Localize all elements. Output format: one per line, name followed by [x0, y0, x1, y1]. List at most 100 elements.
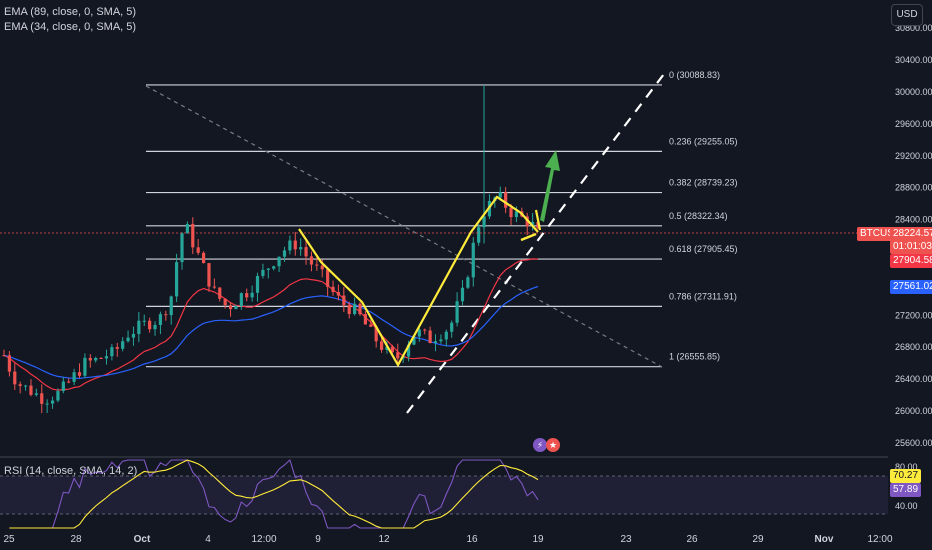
rsi-ma-value-badge: 70.27	[890, 469, 922, 483]
candle-body	[223, 298, 227, 306]
candle-body	[531, 221, 535, 227]
candle-body	[83, 357, 87, 376]
candle-body	[261, 269, 265, 276]
fib-level-label: 1 (26555.85)	[669, 352, 720, 362]
price-tick-label: 26400.00	[895, 374, 932, 384]
fib-level-label: 0.786 (27311.91)	[669, 291, 737, 301]
candle-body	[13, 371, 17, 385]
candle-body	[23, 385, 28, 387]
candle-body	[234, 306, 238, 310]
candle-body	[218, 287, 222, 299]
ema34-line	[3, 258, 539, 391]
price-tick-label: 26800.00	[895, 342, 932, 352]
ema34-value-badge: 27904.58	[890, 254, 932, 268]
price-tick-label: 26000.00	[895, 406, 932, 416]
time-tick-label: 12:00	[251, 534, 276, 545]
ema89-legend[interactable]: EMA (89, close, 0, SMA, 5)	[4, 6, 137, 18]
rsi-ma-line	[9, 459, 539, 529]
candle-body	[239, 293, 243, 307]
candle-body	[56, 391, 60, 401]
candle-body	[121, 341, 125, 349]
candle-body	[2, 355, 6, 357]
candle-body	[7, 355, 11, 372]
candle-body	[94, 358, 98, 361]
candle-body	[460, 287, 465, 302]
candle-body	[412, 336, 416, 345]
candle-body	[18, 384, 22, 386]
fibonacci-retracement[interactable]: 0 (30088.83) 0.236 (29255.05) 0.382 (28739…	[146, 70, 738, 368]
candle-body	[353, 303, 357, 315]
candle-body	[428, 330, 432, 344]
candle-body	[514, 211, 519, 218]
candle-body	[137, 320, 141, 334]
time-tick-label: Nov	[815, 534, 834, 545]
candle-body	[40, 393, 44, 404]
candle-body	[50, 400, 55, 404]
time-axis[interactable]: 25 28 Oct 4 12:00 9 12 16 19 23 26 29 Nov 12:00	[3, 534, 893, 545]
time-tick-label: 12	[378, 534, 390, 545]
candle-body	[131, 333, 136, 338]
currency-button[interactable]: USD	[891, 4, 923, 26]
candle-body	[315, 264, 319, 266]
zigzag-pattern[interactable]	[298, 195, 539, 368]
candle-body	[61, 381, 65, 392]
candle-body	[169, 296, 173, 316]
candlesticks	[2, 84, 540, 414]
candle-body	[250, 292, 254, 298]
candle-body	[385, 346, 389, 350]
candle-body	[153, 324, 157, 330]
candle-body	[331, 286, 335, 292]
rsi-band	[0, 476, 888, 514]
candle-body	[471, 242, 475, 278]
candle-body	[379, 341, 384, 350]
candle-body	[180, 233, 184, 263]
candle-body	[266, 268, 270, 270]
ema34-legend[interactable]: EMA (34, close, 0, SMA, 5)	[4, 21, 137, 33]
fib-level-label: 0 (30088.83)	[669, 70, 720, 80]
trend-lines[interactable]	[145, 69, 668, 414]
time-tick-label: 19	[532, 534, 544, 545]
pattern-tick[interactable]	[534, 209, 542, 231]
us-flag-icon[interactable]: ★	[546, 438, 560, 452]
price-tick-label: 29600.00	[895, 119, 932, 129]
candle-body	[29, 385, 33, 395]
candle-body	[191, 223, 195, 248]
candle-body	[304, 247, 308, 257]
candle-body	[282, 250, 287, 257]
lightning-icon[interactable]: ⚡	[533, 438, 547, 452]
candle-body	[158, 314, 163, 325]
candle-body	[358, 303, 362, 315]
candle-body	[88, 357, 92, 361]
price-tick-label: 30000.00	[895, 87, 932, 97]
candle-body	[342, 295, 346, 306]
candle-body	[433, 341, 438, 344]
candle-body	[336, 291, 341, 296]
candle-body	[228, 305, 233, 310]
candle-body	[299, 247, 303, 250]
ema89-value-badge: 27561.02	[890, 280, 932, 294]
candle-body	[466, 277, 470, 288]
rsi-tick-label: 40.00	[895, 501, 918, 511]
candle-body	[272, 266, 276, 269]
price-pattern-drawing[interactable]	[298, 150, 560, 368]
price-tick-label: 28800.00	[895, 183, 932, 193]
candle-body	[142, 320, 146, 322]
candle-body	[477, 227, 481, 243]
pattern-tail[interactable]	[520, 232, 537, 242]
up-arrow-icon[interactable]	[540, 150, 560, 222]
candle-body	[110, 347, 114, 357]
rsi-pane[interactable]: 80.00 40.00	[0, 459, 918, 529]
candle-body	[72, 372, 76, 382]
rsi-value-badge: 57.89	[890, 483, 922, 497]
candle-body	[77, 372, 82, 376]
candle-body	[444, 331, 448, 340]
price-tick-label: 29200.00	[895, 151, 932, 161]
descending-trendline[interactable]	[145, 85, 663, 368]
time-tick-label: 23	[620, 534, 632, 545]
candle-body	[115, 347, 119, 349]
rsi-legend[interactable]: RSI (14, close, SMA, 14, 2)	[4, 465, 138, 477]
ema89-line	[3, 285, 539, 380]
rsi-tick-label: 80.00	[895, 462, 918, 472]
candle-body	[207, 263, 211, 287]
